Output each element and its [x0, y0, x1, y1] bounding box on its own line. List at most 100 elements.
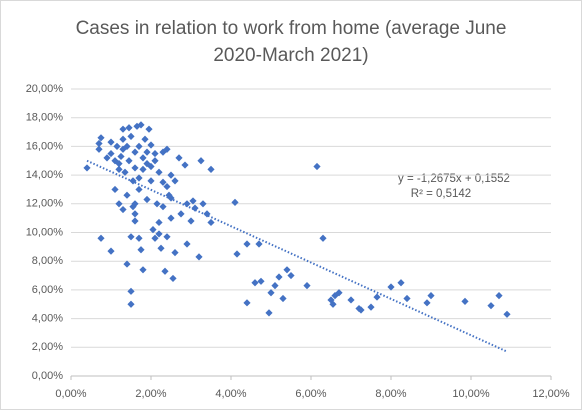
point — [131, 210, 139, 218]
point — [271, 281, 279, 290]
point — [147, 141, 155, 149]
point — [107, 138, 115, 146]
point — [171, 177, 179, 185]
point — [159, 203, 167, 211]
point — [119, 125, 127, 133]
point — [103, 154, 111, 162]
point — [423, 299, 431, 307]
point — [181, 161, 189, 169]
point — [487, 302, 495, 310]
point — [159, 178, 167, 186]
point — [177, 210, 185, 218]
point — [123, 191, 131, 199]
y-tick-label: 0,00% — [32, 370, 63, 382]
point — [121, 168, 129, 176]
point — [183, 200, 191, 208]
point — [119, 135, 127, 143]
y-tick-label: 14,00% — [26, 169, 64, 181]
x-tick-label: 4,00% — [215, 388, 246, 400]
point — [203, 210, 211, 218]
point — [287, 271, 295, 280]
y-tick-label: 4,00% — [32, 313, 63, 325]
point — [111, 185, 119, 194]
x-tick-label: 0,00% — [55, 388, 86, 400]
point — [97, 234, 105, 242]
point — [129, 203, 137, 211]
point — [163, 182, 171, 191]
trend-equation: y = -1,2675x + 0,1552 — [398, 173, 510, 185]
point — [231, 198, 239, 206]
point — [119, 145, 127, 153]
point — [257, 277, 265, 285]
point — [107, 149, 115, 158]
point — [131, 148, 139, 156]
point — [161, 267, 169, 275]
point — [207, 165, 215, 173]
point — [115, 165, 123, 173]
point — [199, 200, 207, 208]
point — [357, 306, 365, 314]
point — [137, 246, 145, 254]
point — [503, 310, 511, 318]
point — [119, 205, 127, 214]
point — [387, 283, 395, 291]
point — [303, 281, 311, 290]
point — [107, 247, 115, 255]
point — [135, 185, 143, 194]
point — [95, 145, 103, 153]
point — [195, 253, 203, 261]
point — [113, 142, 121, 150]
point — [153, 200, 161, 208]
x-tick-label: 10,00% — [452, 388, 490, 400]
y-tick-label: 6,00% — [32, 284, 63, 296]
point — [97, 134, 105, 142]
point — [141, 135, 149, 143]
point — [117, 152, 125, 161]
chart-title: Cases in relation to work from home (ave… — [75, 18, 507, 66]
point — [329, 300, 337, 308]
point — [135, 234, 143, 242]
point — [131, 217, 139, 225]
point — [127, 287, 135, 295]
point — [111, 157, 119, 165]
point — [167, 171, 175, 179]
point — [155, 230, 163, 238]
point — [147, 162, 155, 171]
point — [155, 218, 163, 227]
r-squared: R² = 0,5142 — [411, 188, 471, 200]
point — [139, 154, 147, 162]
point — [127, 132, 135, 140]
point — [151, 157, 159, 165]
point — [115, 200, 123, 208]
y-tick-label: 12,00% — [26, 198, 64, 210]
point — [189, 197, 197, 205]
point — [175, 154, 183, 162]
point — [125, 157, 133, 165]
x-tick-label: 8,00% — [375, 388, 406, 400]
point — [155, 168, 163, 176]
point — [403, 294, 411, 303]
y-tick-label: 16,00% — [26, 140, 64, 152]
point — [143, 148, 151, 156]
point — [151, 149, 159, 158]
point — [313, 162, 321, 171]
y-tick-label: 20,00% — [26, 83, 64, 95]
y-tick-label: 10,00% — [26, 226, 64, 238]
y-tick-label: 8,00% — [32, 255, 63, 267]
point — [243, 299, 251, 307]
x-tick-label: 2,00% — [135, 388, 166, 400]
y-tick-label: 2,00% — [32, 341, 63, 353]
point — [233, 250, 241, 258]
point — [171, 248, 179, 257]
point — [123, 260, 131, 268]
point — [151, 234, 159, 242]
point — [265, 309, 273, 317]
point — [335, 289, 343, 297]
point — [125, 124, 133, 132]
point — [139, 165, 147, 173]
point — [157, 244, 165, 252]
point — [145, 125, 153, 133]
point — [83, 164, 91, 172]
